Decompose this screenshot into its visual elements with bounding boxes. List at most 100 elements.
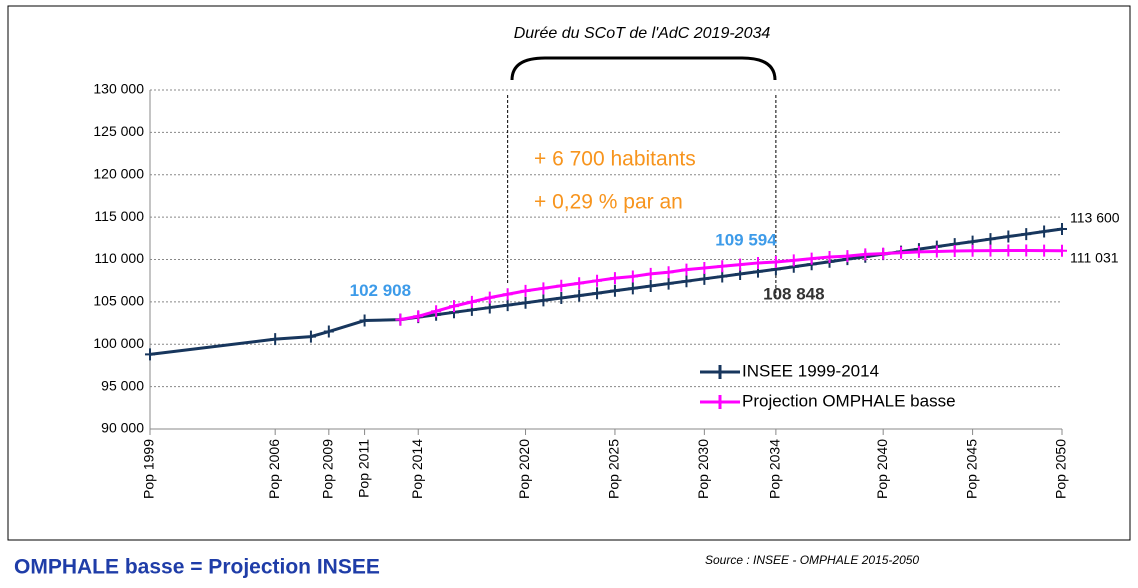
point-marker (431, 305, 442, 318)
point-marker (1057, 244, 1067, 257)
x-tick-label: Pop 2020 (516, 439, 532, 499)
y-tick-label: 120 000 (93, 165, 144, 181)
point-marker (484, 291, 495, 304)
data-label: 113 600 (1070, 210, 1120, 226)
point-marker (466, 295, 477, 308)
point-marker (770, 256, 781, 269)
point-marker (145, 348, 155, 361)
point-marker (985, 233, 996, 246)
point-marker (645, 267, 656, 280)
legend-label: Projection OMPHALE basse (742, 391, 956, 410)
x-tick-label: Pop 2011 (355, 439, 371, 498)
data-label: 109 594 (715, 230, 777, 249)
point-marker (717, 260, 728, 273)
point-marker (985, 244, 996, 257)
point-marker (556, 279, 567, 292)
point-marker (1003, 230, 1014, 243)
point-marker (967, 244, 978, 257)
y-tick-label: 100 000 (93, 335, 144, 351)
point-marker (305, 330, 316, 343)
point-marker (502, 299, 513, 312)
y-tick-label: 130 000 (93, 81, 144, 97)
x-tick-label: Pop 2009 (320, 439, 336, 499)
point-marker (913, 245, 924, 258)
series-line (149, 227, 1063, 356)
y-tick-label: 115 000 (94, 208, 144, 224)
y-tick-label: 105 000 (93, 293, 144, 309)
point-marker (449, 300, 459, 313)
point-marker (627, 282, 638, 295)
point-marker (949, 245, 960, 258)
point-marker (663, 277, 674, 290)
point-marker (681, 275, 692, 288)
point-marker (609, 272, 620, 285)
chart-title: Durée du SCoT de l'AdC 2019-2034 (514, 25, 771, 42)
legend-marker (700, 395, 740, 409)
point-marker (538, 294, 549, 307)
point-marker (931, 245, 942, 258)
y-tick-label: 90 000 (101, 420, 144, 436)
point-marker (395, 313, 406, 326)
x-tick-label: Pop 1999 (141, 439, 157, 499)
point-marker (753, 256, 763, 269)
x-tick-label: Pop 2014 (409, 439, 425, 499)
point-marker (538, 282, 549, 295)
y-tick-label: 110 000 (94, 250, 144, 266)
point-marker (1021, 244, 1032, 257)
point-marker (878, 247, 889, 260)
x-tick-label: Pop 2050 (1053, 439, 1069, 499)
frame (7, 5, 1131, 541)
point-marker (806, 252, 817, 265)
point-marker (323, 325, 334, 338)
point-marker (788, 254, 799, 267)
x-tick-label: Pop 2006 (266, 439, 282, 499)
footer-title: OMPHALE basse = Projection INSEE (14, 556, 380, 579)
point-marker (717, 270, 728, 283)
x-tick-label: Pop 2030 (695, 439, 711, 499)
point-marker (1057, 222, 1067, 235)
point-marker (699, 261, 710, 274)
point-marker (609, 284, 620, 297)
point-marker (860, 248, 871, 261)
point-marker (699, 272, 710, 285)
x-tick-label: Pop 2040 (874, 439, 890, 499)
point-marker (520, 284, 531, 297)
point-marker (824, 250, 835, 263)
point-marker (592, 274, 603, 287)
point-marker (270, 333, 281, 346)
point-marker (663, 266, 674, 279)
series-line (400, 249, 1063, 322)
point-marker (645, 280, 656, 293)
point-marker (574, 289, 585, 302)
point-marker (520, 296, 531, 309)
x-tick-label: Pop 2034 (767, 439, 783, 499)
point-marker (574, 277, 585, 290)
legend-marker (700, 365, 740, 379)
point-marker (735, 258, 746, 271)
x-tick-label: Pop 2045 (963, 439, 979, 499)
y-tick-label: 125 000 (93, 123, 144, 139)
legend-label: INSEE 1999-2014 (742, 361, 879, 380)
point-marker (842, 250, 853, 263)
point-marker (896, 246, 907, 259)
data-label: 102 908 (350, 281, 411, 300)
brace (510, 56, 777, 81)
data-label: 108 848 (763, 285, 824, 304)
point-marker (1003, 244, 1014, 257)
point-marker (627, 270, 638, 283)
point-marker (681, 263, 692, 276)
point-marker (1039, 225, 1050, 238)
data-label: 111 031 (1070, 249, 1119, 265)
point-marker (413, 310, 424, 323)
point-marker (1039, 244, 1050, 257)
point-marker (502, 288, 513, 301)
point-marker (556, 291, 567, 304)
point-marker (1021, 228, 1032, 241)
period-note: + 0,29 % par an (534, 191, 683, 214)
period-note: + 6 700 habitants (534, 148, 696, 171)
y-tick-label: 95 000 (101, 377, 144, 393)
point-marker (592, 287, 603, 300)
source: Source : INSEE - OMPHALE 2015-2050 (705, 553, 919, 567)
point-marker (359, 314, 370, 327)
